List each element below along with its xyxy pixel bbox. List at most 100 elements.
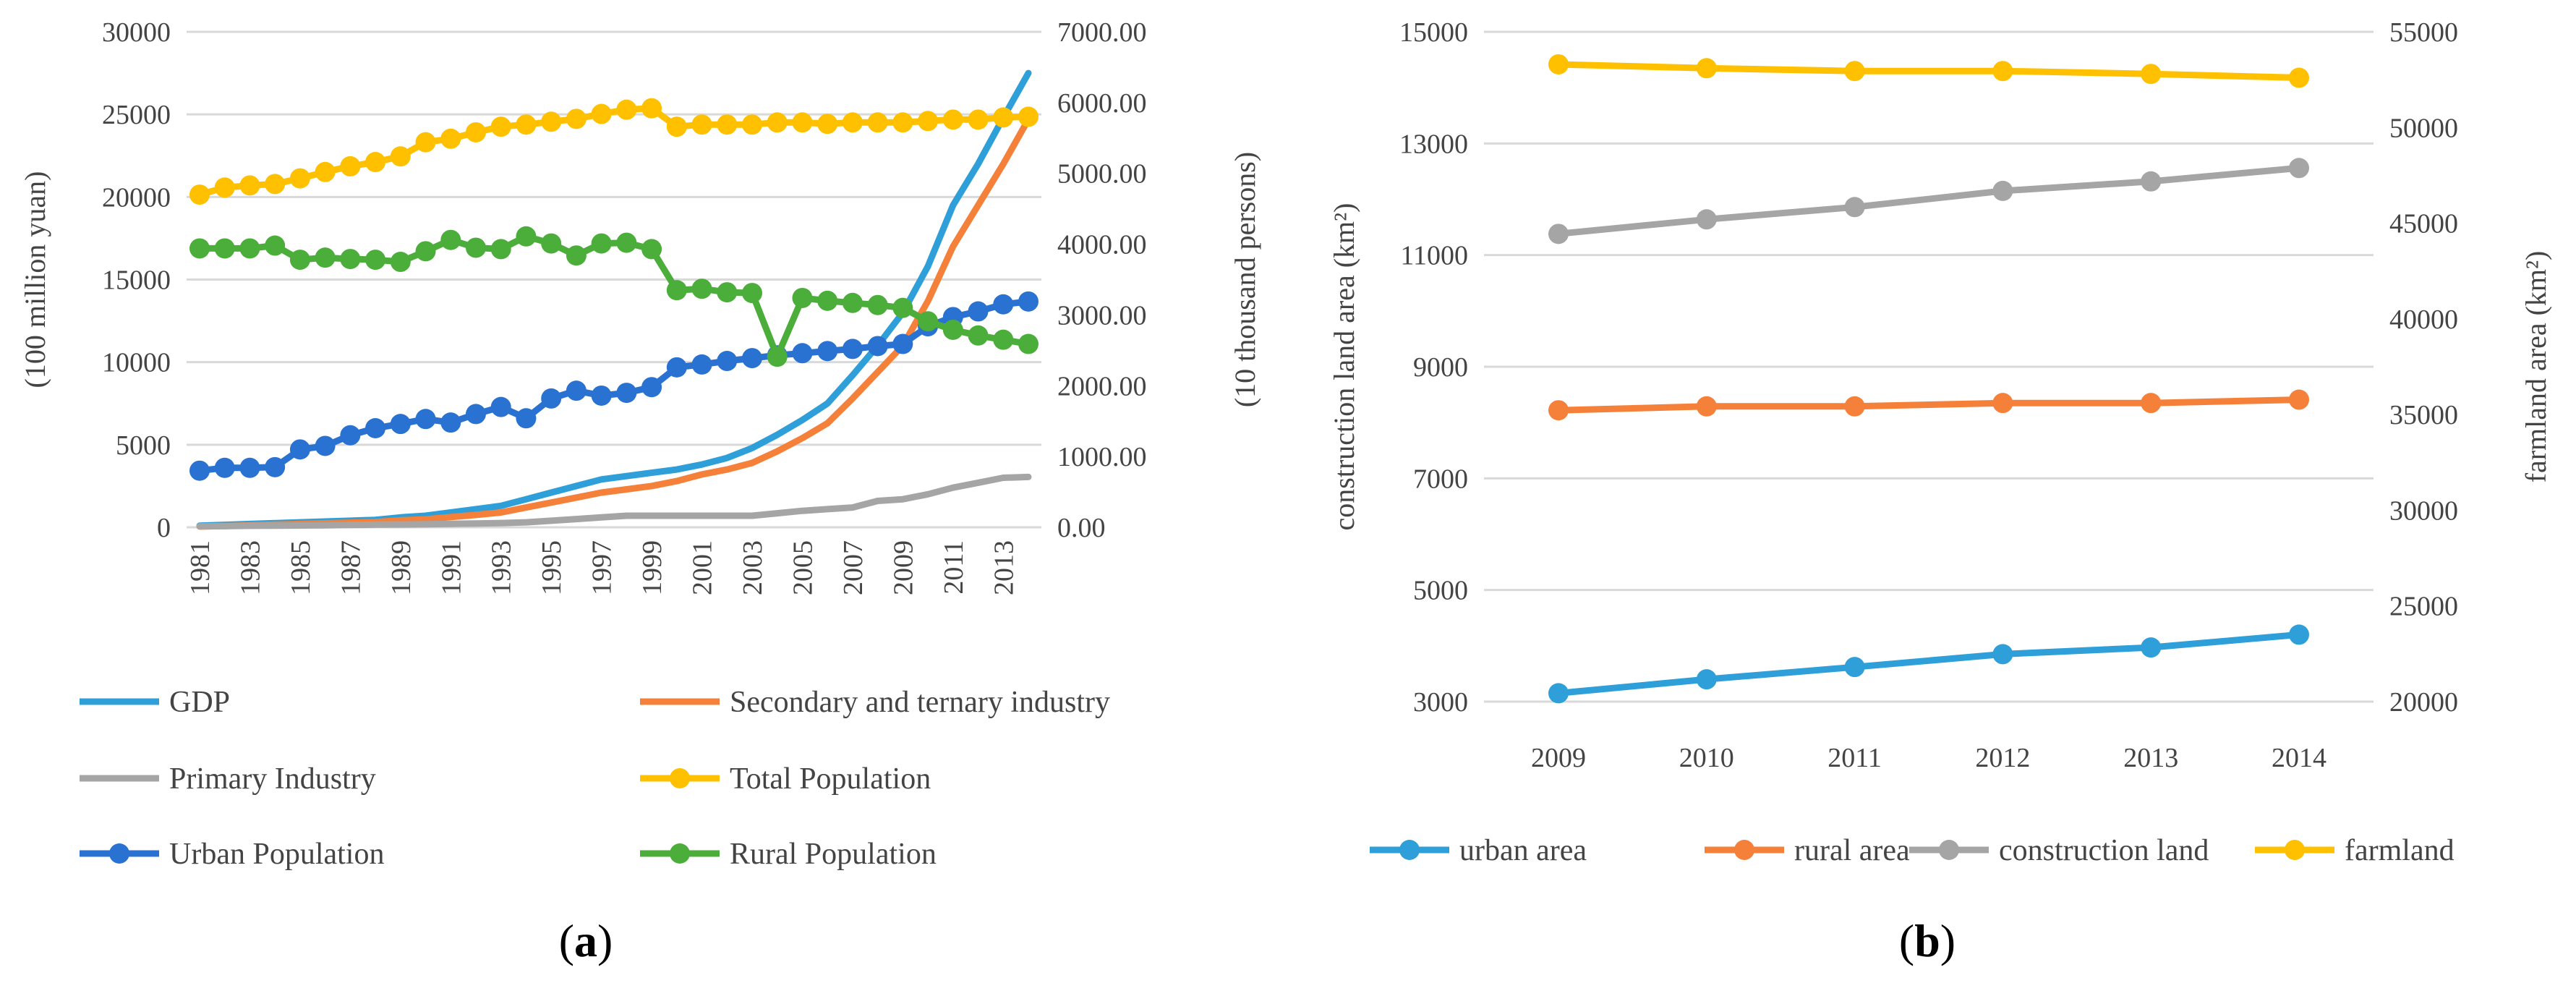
x-tick-label: 1995 bbox=[537, 540, 567, 595]
x-tick-label: 2011 bbox=[939, 540, 969, 595]
series-urban-population-point bbox=[490, 396, 511, 417]
series-urban-population-point bbox=[616, 383, 637, 404]
legend-marker bbox=[109, 843, 129, 864]
x-tick-label: 1993 bbox=[487, 540, 517, 595]
series-rural-population-point bbox=[566, 245, 587, 266]
legend-label: Urban Population bbox=[169, 838, 384, 871]
legend-marker bbox=[670, 843, 690, 864]
legend-label: Primary Industry bbox=[169, 762, 376, 796]
series-rural-area-point bbox=[2141, 393, 2162, 414]
series-rural-population-point bbox=[942, 319, 963, 340]
series-urban-population-point bbox=[516, 408, 537, 429]
series-urban-population-point bbox=[817, 341, 838, 362]
series-total-population-point bbox=[918, 111, 939, 132]
series-rural-population-point bbox=[817, 290, 838, 311]
x-tick-label: 1999 bbox=[637, 540, 668, 595]
series-total-population-point bbox=[968, 109, 989, 130]
series-total-population-point bbox=[616, 99, 637, 120]
series-rural-population-point bbox=[792, 287, 813, 308]
series-urban-population-point bbox=[214, 457, 235, 478]
y2-tick-label: 45000 bbox=[2389, 209, 2458, 239]
y-tick-label: 11000 bbox=[1400, 241, 1468, 271]
series-rural-population-point bbox=[892, 297, 913, 318]
series-total-population-point bbox=[993, 107, 1014, 128]
y-tick-label: 15000 bbox=[1399, 17, 1468, 48]
series-rural-area-point bbox=[1992, 393, 2013, 414]
y-tick-label: 9000 bbox=[1413, 352, 1468, 383]
y-tick-label: 13000 bbox=[1399, 129, 1468, 159]
series-rural-population-point bbox=[918, 311, 939, 332]
series-urban-population-point bbox=[189, 460, 210, 481]
series-rural-population-point bbox=[842, 292, 863, 313]
legend-item-farmland: farmland bbox=[2255, 834, 2455, 867]
series-total-population-point bbox=[691, 114, 712, 135]
y-tick-label: 5000 bbox=[1413, 576, 1468, 606]
y-tick-label: 10000 bbox=[102, 348, 171, 378]
x-tick-label: 1983 bbox=[235, 540, 265, 595]
series-urban-population-point bbox=[691, 354, 712, 375]
series-total-population-point bbox=[189, 184, 210, 205]
series-total-population-point bbox=[792, 112, 813, 133]
series-total-population-point bbox=[767, 112, 788, 133]
y-axis-label: construction land area (km²) bbox=[1328, 203, 1360, 531]
y-tick-label: 30000 bbox=[102, 17, 171, 48]
series-rural-population bbox=[189, 226, 1038, 367]
series-urban-population-point bbox=[239, 457, 260, 478]
series-rural-population-point bbox=[289, 250, 310, 271]
series-rural-population-point bbox=[742, 283, 762, 304]
series-rural-area-line bbox=[1555, 396, 2303, 414]
series-rural-population-point bbox=[440, 229, 461, 250]
series-rural-population-point bbox=[993, 329, 1014, 350]
series-total-population-point bbox=[566, 108, 587, 129]
series-total-population-point bbox=[892, 112, 913, 133]
series-total-population-point bbox=[214, 177, 235, 198]
series-rural-population-point bbox=[265, 235, 286, 256]
y2-tick-label: 7000.00 bbox=[1057, 17, 1147, 48]
legend-label: urban area bbox=[1459, 834, 1587, 867]
series-urban-area-point bbox=[2141, 637, 2162, 658]
series-urban-population-point bbox=[867, 336, 888, 357]
series-total-population-point bbox=[742, 114, 762, 135]
series-total-population-point bbox=[641, 98, 662, 119]
series-total-population-point bbox=[666, 116, 687, 137]
series-rural-population-point bbox=[516, 226, 537, 247]
series-urban-population-point bbox=[842, 339, 863, 359]
series-urban-population-point bbox=[365, 418, 386, 438]
series-rural-population-point bbox=[616, 232, 637, 253]
legend-label: rural area bbox=[1794, 834, 1910, 867]
series-total-population-point bbox=[390, 146, 411, 167]
series-farmland-line bbox=[1555, 61, 2303, 81]
series-rural-population-point bbox=[189, 238, 210, 259]
series-rural-area-point bbox=[2289, 389, 2309, 410]
series-urban-population-point bbox=[792, 343, 813, 364]
series-rural-population-point bbox=[214, 238, 235, 259]
series-urban-population-line bbox=[196, 298, 1032, 475]
y2-tick-label: 1000.00 bbox=[1057, 442, 1147, 472]
legend-item-urban-population: Urban Population bbox=[80, 838, 384, 871]
series-construction-land-point bbox=[1844, 197, 1865, 218]
series-urban-population-point bbox=[1018, 291, 1038, 312]
series-primary-industry bbox=[196, 473, 1032, 530]
series-primary-industry-line bbox=[196, 473, 1032, 530]
y-tick-label: 7000 bbox=[1413, 464, 1468, 494]
series-urban-population-point bbox=[968, 301, 989, 322]
series-farmland-point bbox=[2289, 67, 2309, 88]
y2-tick-label: 3000.00 bbox=[1057, 300, 1147, 331]
series-urban-area-point bbox=[1992, 644, 2013, 665]
legend-item-rural-population: Rural Population bbox=[640, 838, 937, 871]
y2-axis-label: farmland area (km²) bbox=[2520, 251, 2552, 483]
series-construction-land-point bbox=[1548, 224, 1569, 244]
series-urban-population-point bbox=[566, 380, 587, 401]
series-urban-population-point bbox=[742, 348, 762, 369]
legend-marker bbox=[1939, 840, 1959, 860]
caption-a: (a) bbox=[559, 915, 613, 966]
series-rural-population-point bbox=[691, 278, 712, 299]
legend-marker bbox=[670, 768, 690, 788]
y-tick-label: 25000 bbox=[102, 100, 171, 130]
series-urban-population-point bbox=[892, 333, 913, 354]
series-farmland-point bbox=[1844, 61, 1865, 82]
series-total-population-point bbox=[867, 112, 888, 133]
legend-marker bbox=[2285, 840, 2305, 860]
series-total-population-point bbox=[717, 114, 738, 135]
series-total-population-point bbox=[1018, 106, 1038, 127]
